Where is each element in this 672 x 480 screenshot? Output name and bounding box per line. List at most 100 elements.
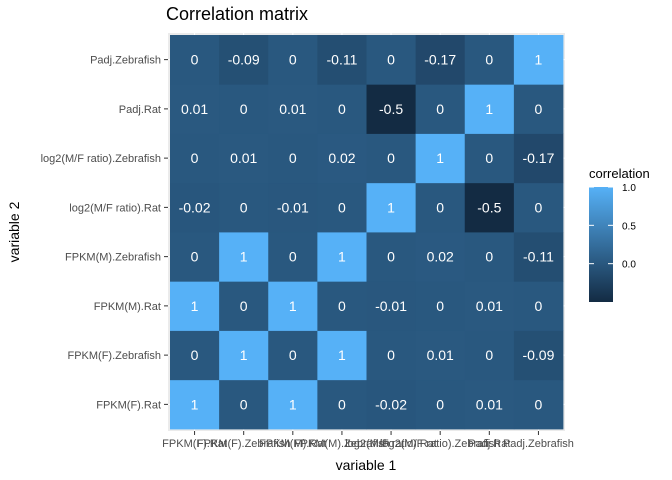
cell-value-labels: 1 0 1 0 -0.02 0 0.01 0 0 1 0 1 0 0.01 0 -0.09 1 0 1 0 -0.01 0… [179, 52, 555, 413]
y-tick-label: FPKM(F).Rat [96, 399, 161, 411]
cell-value-label: 1 [485, 101, 493, 117]
heatmap-cell [219, 281, 269, 331]
cell-value-label: 0 [535, 199, 543, 215]
x-tick-label: FPKM(F).Zebrafish [197, 438, 291, 450]
heatmap-cell [170, 35, 220, 85]
heatmap-cell [464, 35, 515, 85]
cell-value-label: 0 [191, 150, 199, 166]
cell-value-label: 1 [191, 298, 199, 314]
heatmap-cell [366, 35, 417, 85]
legend-tick-label: 1.0 [622, 183, 636, 194]
chart-title: Correlation matrix [166, 4, 308, 24]
heatmap-cell [268, 182, 318, 233]
heatmap-cell [464, 232, 515, 282]
heatmap-cell [219, 133, 269, 184]
cell-value-label: 0 [338, 199, 346, 215]
heatmap-cell [415, 281, 466, 331]
heatmap-cell [464, 379, 515, 430]
cell-value-label: -0.5 [477, 199, 501, 215]
cell-value-label: -0.09 [522, 347, 554, 363]
heatmap-cell [219, 35, 269, 85]
cell-value-label: 0 [240, 396, 248, 412]
cell-value-label: -0.17 [522, 150, 554, 166]
cell-value-label: 1 [240, 249, 248, 265]
heatmap-cell [366, 281, 417, 331]
heatmap-cell [464, 84, 515, 134]
cell-value-label: 0.01 [476, 396, 503, 412]
x-tick-label: Padj.Zebrafish [503, 438, 574, 450]
x-tick-label: Padj.Rat [468, 438, 510, 450]
cell-value-label: 1 [289, 396, 297, 412]
heatmap-cell [464, 133, 515, 184]
legend-tick-label: 0.0 [622, 260, 636, 271]
heatmap-cell [317, 35, 367, 85]
heatmap-cell [268, 133, 318, 184]
cell-value-label: 0 [485, 52, 493, 68]
cell-value-label: 0 [289, 52, 297, 68]
cell-value-label: 0 [387, 150, 395, 166]
y-axis-title: variable 2 [6, 201, 22, 262]
heatmap-cell [415, 330, 466, 381]
cell-value-label: -0.17 [424, 52, 456, 68]
cell-value-label: -0.09 [228, 52, 260, 68]
heatmap-cell [366, 330, 417, 381]
heatmap-cell [317, 281, 367, 331]
cell-value-label: 0 [535, 101, 543, 117]
heatmap-cell [317, 232, 367, 282]
heatmap-cell [513, 35, 564, 85]
heatmap-cell [366, 232, 417, 282]
cell-value-label: -0.01 [375, 298, 407, 314]
heatmap-cell [268, 35, 318, 85]
heatmap-cell [219, 232, 269, 282]
cell-value-label: 0.01 [427, 347, 454, 363]
cell-value-label: 0 [436, 298, 444, 314]
heatmap-cell [366, 379, 417, 430]
heatmap-cell [317, 182, 367, 233]
cell-value-label: 0 [387, 249, 395, 265]
heatmap-cell [219, 182, 269, 233]
cell-value-label: 0 [191, 347, 199, 363]
cell-value-label: -0.02 [179, 199, 211, 215]
cell-value-label: 0 [240, 199, 248, 215]
heatmap-cell [513, 133, 564, 184]
heatmap-cell [513, 84, 564, 134]
heatmap-cell [268, 379, 318, 430]
legend-colorbar [589, 187, 613, 302]
legend-title: correlation [589, 166, 650, 181]
cell-value-label: -0.5 [379, 101, 403, 117]
y-tick-label: FPKM(M).Zebrafish [65, 252, 161, 264]
heatmap-cell [268, 281, 318, 331]
heatmap-cell [366, 133, 417, 184]
heatmap-cell [268, 232, 318, 282]
cell-value-label: 0 [289, 150, 297, 166]
cell-value-label: 0 [485, 150, 493, 166]
cell-value-label: 0 [387, 52, 395, 68]
x-axis-ticks: FPKM(F).RatFPKM(F).ZebrafishFPKM(M).RatF… [162, 431, 574, 450]
y-tick-label: Padj.Zebrafish [90, 55, 161, 67]
cell-value-label: 1 [338, 249, 346, 265]
cell-value-label: 0.01 [181, 101, 208, 117]
cell-value-label: 1 [338, 347, 346, 363]
cell-value-label: 1 [240, 347, 248, 363]
cell-value-label: 0 [535, 396, 543, 412]
cell-value-label: -0.01 [277, 199, 309, 215]
cell-value-label: -0.11 [523, 249, 554, 265]
y-tick-label: Padj.Rat [119, 104, 161, 116]
cell-value-label: 1 [535, 52, 543, 68]
cell-value-label: 0 [387, 347, 395, 363]
legend-ticks: 1.0 0.5 0.0 [589, 183, 636, 271]
heatmap-cell [464, 281, 515, 331]
heatmap-cell [415, 232, 466, 282]
heatmap-cell [513, 232, 564, 282]
cell-value-label: 0 [338, 396, 346, 412]
cell-value-label: 1 [436, 150, 444, 166]
cell-value-label: 0 [289, 347, 297, 363]
cell-value-label: 0 [338, 298, 346, 314]
heatmap-cell [170, 379, 220, 430]
cell-value-label: 0 [485, 249, 493, 265]
legend: correlation 1.0 0.5 0.0 [589, 166, 650, 302]
heatmap-cell [219, 330, 269, 381]
y-tick-label: log2(M/F ratio).Zebrafish [41, 153, 161, 165]
cell-value-label: 0.01 [476, 298, 503, 314]
